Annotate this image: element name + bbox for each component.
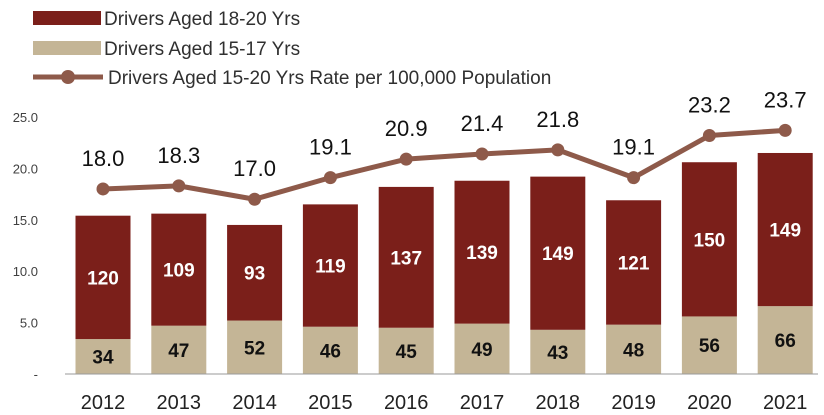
bar-segment-15-17 bbox=[606, 324, 662, 374]
bar-segment-15-17 bbox=[302, 326, 358, 374]
bar-segment-18-20 bbox=[757, 152, 813, 307]
y-tick-label: 15.0 bbox=[13, 213, 38, 228]
bar-value-label-18-20: 150 bbox=[694, 230, 726, 251]
rate-point bbox=[399, 152, 413, 166]
bar-segment-18-20 bbox=[454, 180, 510, 324]
bar-value-label-18-20: 120 bbox=[87, 268, 119, 289]
bar-segment-18-20 bbox=[530, 176, 586, 330]
bar-value-label-18-20: 149 bbox=[769, 221, 801, 242]
rate-value-label: 21.4 bbox=[461, 111, 504, 136]
legend-label-18-20: Drivers Aged 18-20 Yrs bbox=[104, 9, 300, 30]
bar-value-label-15-17: 46 bbox=[320, 341, 341, 362]
x-tick-label: 2019 bbox=[611, 392, 656, 414]
bar-value-label-18-20: 121 bbox=[618, 253, 650, 274]
x-tick-label: 2021 bbox=[763, 392, 808, 414]
bar-segment-15-17 bbox=[681, 316, 737, 374]
x-axis: 2012 2013 2014 2015 2016 2017 2018 2019 2020 2021 bbox=[65, 373, 818, 414]
rate-value-label: 20.9 bbox=[385, 116, 428, 141]
bar-segment-18-20 bbox=[378, 186, 434, 328]
rate-point bbox=[96, 182, 110, 196]
rate-value-label: 18.0 bbox=[82, 146, 125, 171]
bar-value-label-15-17: 48 bbox=[623, 340, 644, 361]
x-tick-label: 2012 bbox=[81, 392, 126, 414]
bar-segment-15-17 bbox=[757, 306, 813, 374]
y-tick-label: 10.0 bbox=[13, 264, 38, 279]
bar-segment-18-20 bbox=[151, 213, 207, 326]
y-tick-label: 5.0 bbox=[20, 316, 38, 331]
rate-line: 18.0 18.3 17.0 19.1 20.9 21.4 21.8 19.1 23.2 23.7 bbox=[82, 87, 807, 206]
x-tick-label: 2018 bbox=[536, 392, 581, 414]
rate-point bbox=[475, 147, 489, 161]
bar-segment-18-20 bbox=[302, 204, 358, 327]
y-tick-label: 20.0 bbox=[13, 161, 38, 176]
x-tick-label: 2017 bbox=[460, 392, 505, 414]
rate-value-label: 19.1 bbox=[612, 135, 655, 160]
x-tick-label: 2013 bbox=[157, 392, 202, 414]
y-tick-label: - bbox=[34, 367, 38, 382]
bar-segment-15-17 bbox=[378, 327, 434, 374]
bar-segment-15-17 bbox=[227, 320, 283, 374]
bar-segment-18-20 bbox=[227, 224, 283, 321]
bar-value-label-15-17: 49 bbox=[471, 340, 492, 361]
rate-value-label: 18.3 bbox=[157, 143, 200, 168]
x-tick-label: 2020 bbox=[687, 392, 732, 414]
rate-line-path bbox=[102, 127, 786, 202]
legend-label-15-17: Drivers Aged 15-17 Yrs bbox=[104, 39, 300, 60]
bar-value-label-18-20: 109 bbox=[163, 261, 195, 282]
legend-label-rate: Drivers Aged 15-20 Yrs Rate per 100,000 … bbox=[108, 68, 551, 89]
rate-point bbox=[172, 179, 186, 193]
bar-value-label-18-20: 149 bbox=[542, 244, 574, 265]
rate-value-label: 23.7 bbox=[764, 87, 807, 112]
bar-value-label-15-17: 52 bbox=[244, 338, 265, 359]
bars: 34 120 47 109 52 93 46 119 45 137 49 139 43 149 48 121 5… bbox=[75, 152, 813, 374]
rate-point bbox=[323, 171, 337, 185]
legend-swatch-18-20 bbox=[33, 11, 101, 25]
x-tick-label: 2014 bbox=[232, 392, 277, 414]
rate-value-label: 17.0 bbox=[233, 156, 276, 181]
legend-marker-rate bbox=[61, 70, 75, 84]
bar-value-label-18-20: 93 bbox=[244, 264, 265, 285]
bar-value-label-15-17: 56 bbox=[699, 336, 720, 357]
x-tick-label: 2016 bbox=[384, 392, 429, 414]
bar-value-label-15-17: 45 bbox=[396, 342, 418, 363]
bar-segment-18-20 bbox=[75, 215, 131, 340]
x-tick-label: 2015 bbox=[308, 392, 353, 414]
bar-value-label-15-17: 47 bbox=[168, 341, 189, 362]
rate-value-label: 21.8 bbox=[536, 107, 579, 132]
rate-value-label: 23.2 bbox=[688, 93, 731, 118]
bar-value-label-18-20: 119 bbox=[315, 257, 346, 278]
bar-value-label-15-17: 34 bbox=[92, 348, 114, 369]
rate-value-label: 19.1 bbox=[309, 135, 352, 160]
bar-segment-15-17 bbox=[151, 325, 207, 374]
y-axis: - 5.0 10.0 15.0 20.0 25.0 bbox=[13, 110, 38, 382]
bar-value-label-15-17: 43 bbox=[547, 343, 568, 364]
bar-value-label-15-17: 66 bbox=[775, 331, 796, 352]
rate-point bbox=[702, 129, 716, 143]
rate-point bbox=[627, 171, 641, 185]
rate-point bbox=[248, 192, 262, 206]
y-tick-label: 25.0 bbox=[13, 110, 38, 125]
rate-point bbox=[778, 123, 792, 137]
bar-segment-15-17 bbox=[530, 329, 586, 374]
legend: Drivers Aged 18-20 Yrs Drivers Aged 15-1… bbox=[33, 9, 551, 89]
bar-segment-18-20 bbox=[681, 162, 737, 317]
bar-segment-15-17 bbox=[454, 323, 510, 374]
rate-point bbox=[551, 143, 565, 157]
bar-segment-15-17 bbox=[75, 339, 131, 374]
bar-segment-18-20 bbox=[606, 200, 662, 325]
bar-value-label-18-20: 139 bbox=[466, 243, 498, 264]
legend-swatch-15-17 bbox=[33, 41, 101, 55]
bar-value-label-18-20: 137 bbox=[390, 248, 422, 269]
